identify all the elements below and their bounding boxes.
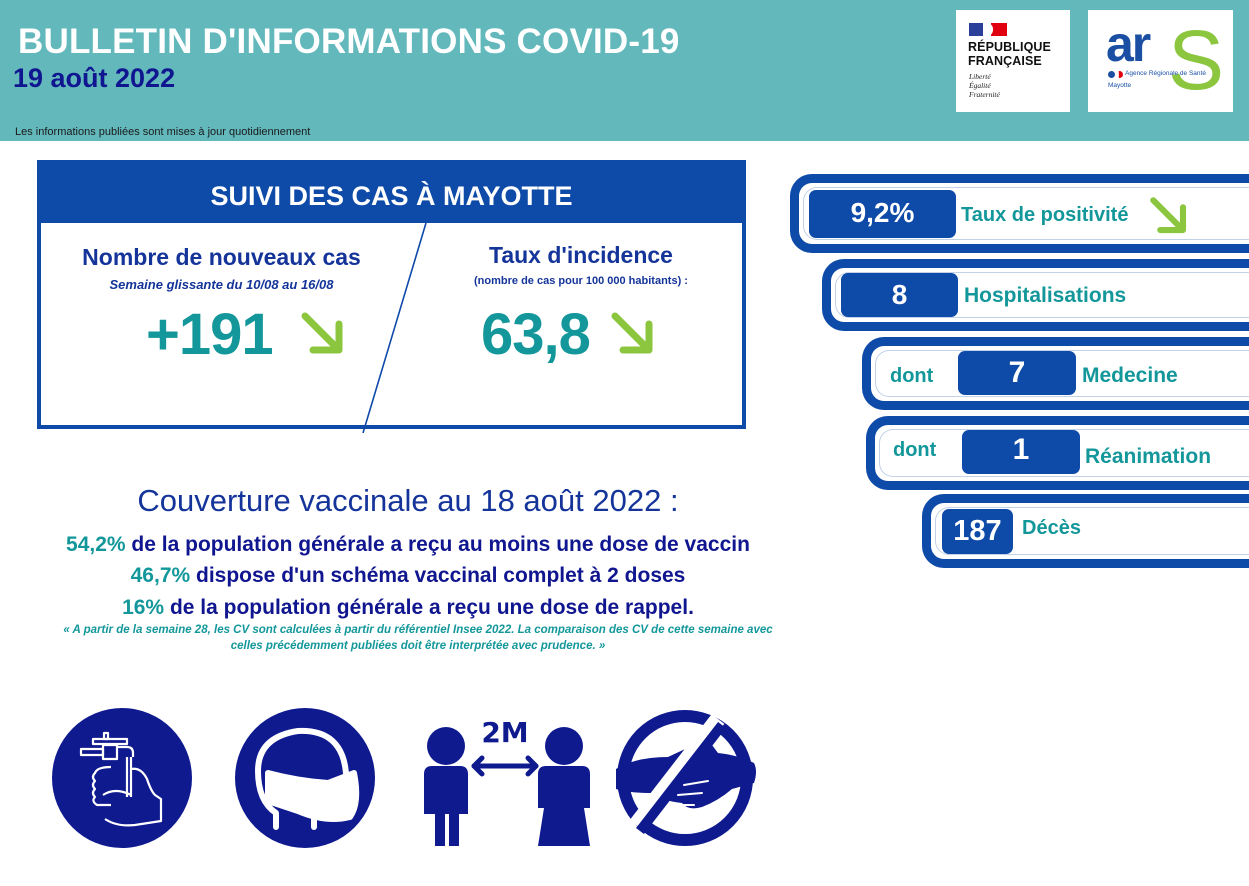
deces-value: 187 [942,509,1013,554]
social-distancing-icon: 2M [424,716,590,846]
ars-agency-name: Agence Régionale de Santé [1125,70,1206,77]
republique-motto: Liberté Égalité Fraternité [969,72,1000,99]
incidence-sublabel: (nombre de cas pour 100 000 habitants) : [474,275,688,287]
reanimation-prefix: dont [893,439,937,461]
positivity-value: 9,2% [809,190,956,238]
trend-down-arrow-icon [1150,197,1187,234]
cases-panel-header: SUIVI DES CAS À MAYOTTE [41,164,742,223]
medecine-label: Medecine [1082,364,1178,387]
new-cases-period: Semaine glissante du 10/08 au 16/08 [109,277,334,292]
bulletin-date: 19 août 2022 [13,63,176,93]
indicator-hospitalisations: 8 Hospitalisations [822,259,1249,331]
incidence-label: Taux d'incidence [489,242,673,268]
hospitalisations-value: 8 [841,273,958,317]
ars-logo: ar S Agence Régionale de Santé Mayotte [1088,10,1233,112]
vaccination-text-2: dispose d'un schéma vaccinal complet à 2… [190,564,686,587]
deces-label: Décès [1022,517,1081,539]
vaccination-line-3: 16% de la population générale a reçu une… [0,596,816,620]
cases-panel: SUIVI DES CAS À MAYOTTE Nombre de nouvea… [37,160,746,433]
new-cases-label: Nombre de nouveaux cas [82,244,361,270]
indicator-deces: 187 Décès [922,494,1249,568]
vaccination-note-line-1: « A partir de la semaine 28, les CV sont… [63,624,773,636]
medecine-value: 7 [958,351,1076,395]
positivity-label: Taux de positivité [961,204,1129,226]
vaccination-pct-1: 54,2% [66,533,126,556]
no-handshake-icon [616,710,756,846]
ars-s-letter: S [1168,13,1225,107]
ars-dots-icon [1108,71,1123,78]
marianne-flag-icon [969,23,1007,36]
incidence-value: 63,8 [481,302,591,367]
vaccination-note-line-2: celles précédemment publiées doit être i… [230,640,606,652]
bulletin-title: BULLETIN D'INFORMATIONS COVID-19 [18,22,680,61]
indicator-positivity: 9,2% Taux de positivité [790,174,1249,253]
indicator-medecine: dont 7 Medecine [862,337,1249,410]
vaccination-pct-3: 16% [122,596,165,619]
ars-letters: ar [1106,16,1151,72]
vaccination-title: Couverture vaccinale au 18 août 2022 : [137,483,679,518]
face-mask-icon [235,708,375,848]
new-cases-value: +191 [146,302,274,367]
cases-panel-title: SUIVI DES CAS À MAYOTTE [210,181,573,211]
reanimation-label: Réanimation [1085,445,1212,468]
indicator-reanimation: 1 dont Réanimation [866,416,1249,490]
header-banner: BULLETIN D'INFORMATIONS COVID-19 19 août… [0,0,1249,141]
republique-name: RÉPUBLIQUE FRANÇAISE [968,40,1051,68]
vaccination-line-1: 54,2% de la population générale a reçu a… [0,533,816,557]
trend-down-arrow-icon [611,312,653,354]
vaccination-text-1: de la population générale a reçu au moin… [125,533,750,556]
hand-washing-icon [52,708,192,848]
trend-down-arrow-icon [301,312,343,354]
reanimation-value: 1 [962,430,1080,474]
hospitalisations-label: Hospitalisations [964,284,1127,307]
update-note: Les informations publiées sont mises à j… [15,126,311,138]
ars-region-name: Mayotte [1108,82,1132,89]
vaccination-text-3: de la population générale a reçu une dos… [164,596,694,619]
svg-text:2M: 2M [481,716,528,749]
medecine-prefix: dont [890,365,934,387]
vaccination-pct-2: 46,7% [130,564,191,587]
vaccination-line-2: 46,7% dispose d'un schéma vaccinal compl… [0,564,816,588]
republique-francaise-logo: RÉPUBLIQUE FRANÇAISE Liberté Égalité Fra… [956,10,1070,112]
